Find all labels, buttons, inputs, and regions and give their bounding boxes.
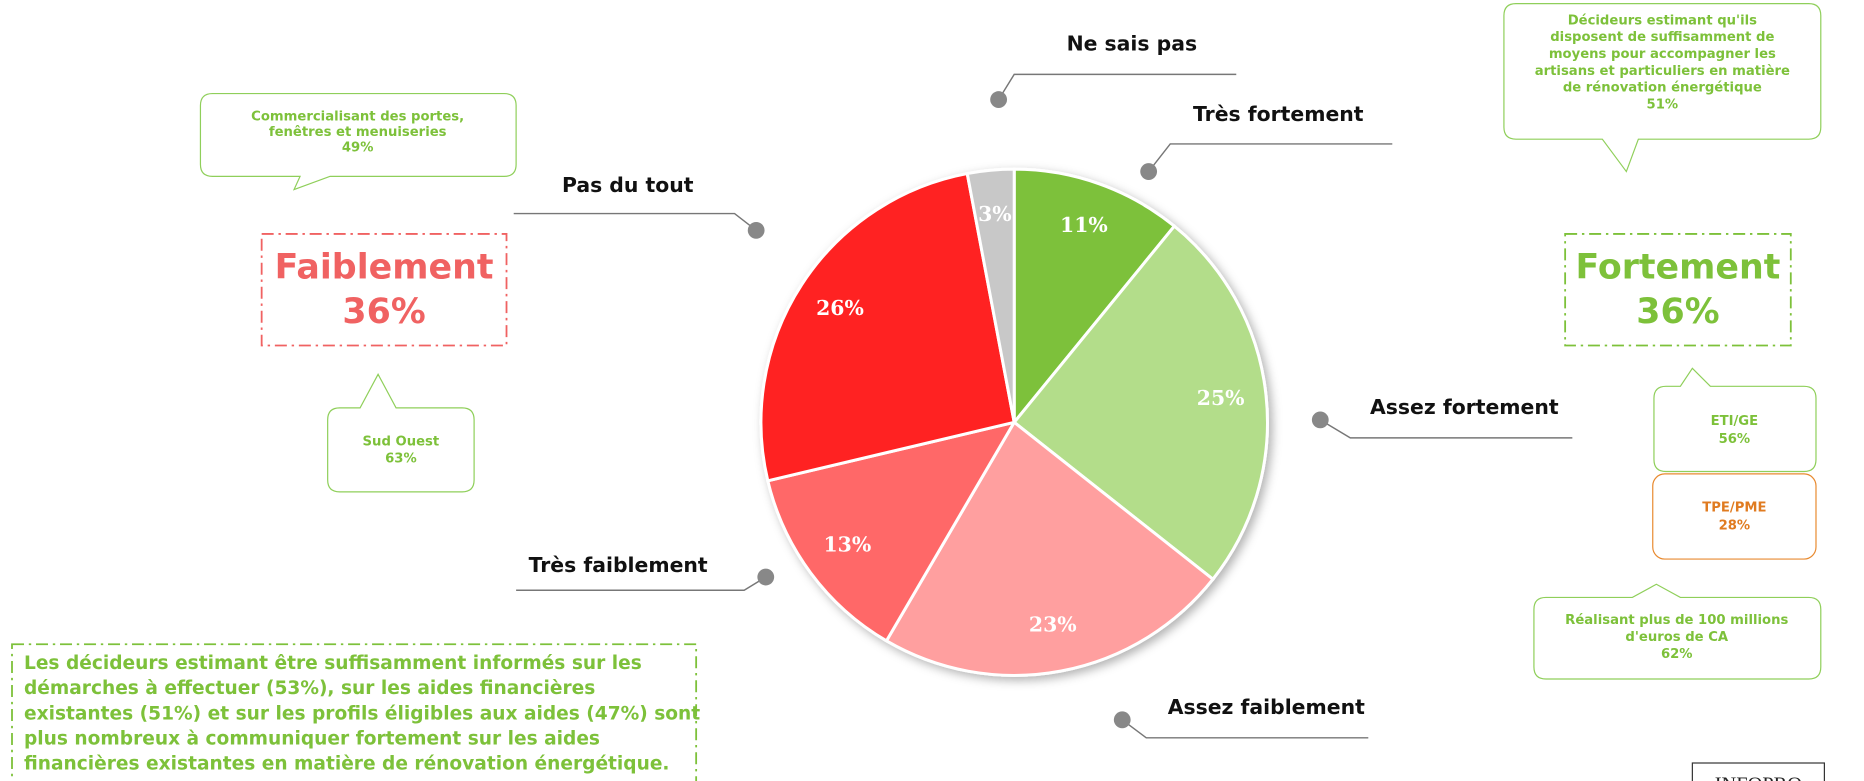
value-label: 13% <box>823 532 871 556</box>
callout <box>327 373 475 493</box>
annotation-text: existantes (51%) et sur les profils élig… <box>24 703 700 724</box>
category-label: Ne sais pas <box>1067 31 1198 55</box>
value-label: 23% <box>1029 613 1077 637</box>
leader-dot <box>747 221 765 239</box>
annotation-text: Réalisant plus de 100 millions <box>1565 612 1788 628</box>
annotation-text: TPE/PME <box>1702 500 1766 515</box>
category-label: Assez faiblement <box>1168 695 1365 719</box>
annotation-text: fenêtres et menuiseries <box>269 124 447 140</box>
annotation-text: 49% <box>342 141 374 156</box>
category-label: Assez fortement <box>1370 395 1559 419</box>
leader-line <box>516 576 767 591</box>
annotation-text: plus nombreux à communiquer fortement su… <box>24 729 600 750</box>
leader-line <box>1319 419 1573 439</box>
annotation-text: Fortement <box>1576 248 1781 288</box>
value-label: 11% <box>1060 213 1108 237</box>
leader-dot <box>757 568 775 586</box>
annotation-text: démarches à effectuer (53%), sur les aid… <box>24 678 595 699</box>
dashed-box <box>1564 233 1792 347</box>
pie-slice <box>965 167 1016 423</box>
value-label: 26% <box>816 296 864 320</box>
pie-slice <box>884 420 1216 677</box>
annotation-text: Sud Ouest <box>363 434 440 449</box>
value-label: 25% <box>1197 386 1245 410</box>
dashed-box <box>260 233 508 347</box>
leader-dot <box>1113 711 1131 729</box>
leader-line <box>1148 143 1393 172</box>
pie <box>759 167 1269 677</box>
callout <box>1503 2 1822 173</box>
leader-dot <box>990 91 1008 108</box>
pie-slice <box>1012 167 1177 427</box>
value-label: 3% <box>978 202 1012 226</box>
annotation-text: 56% <box>1719 432 1751 447</box>
annotation-text: 63% <box>385 451 417 466</box>
category-label: Très fortement <box>1193 102 1364 126</box>
leader-line <box>1121 719 1369 739</box>
annotation-text: Commercialisant des portes, <box>251 109 464 124</box>
annotation-text: 51% <box>1647 97 1679 112</box>
annotation-text: financières existantes en matière de rén… <box>24 754 670 775</box>
dashed-box <box>11 643 698 781</box>
annotation-text: ETI/GE <box>1711 414 1759 429</box>
callout <box>1653 367 1817 473</box>
leader-dot <box>1311 411 1329 429</box>
logo: INFOPRO <box>1715 773 1802 781</box>
callout <box>1652 473 1817 560</box>
annotation-text: 62% <box>1661 647 1693 662</box>
annotation-text: Faiblement <box>275 248 494 288</box>
callout <box>199 92 517 191</box>
annotation-text: disposent de suffisamment de <box>1550 30 1774 45</box>
annotation-text: de rénovation énergétique <box>1563 80 1762 96</box>
annotation-text: artisans et particuliers en matière <box>1535 63 1790 79</box>
category-label: Pas du tout <box>562 173 694 197</box>
pie-slice <box>1012 224 1269 582</box>
callout <box>1533 583 1822 680</box>
leader-dot <box>1140 163 1158 180</box>
logo-box <box>1691 762 1825 781</box>
annotation-text: 36% <box>1636 292 1719 332</box>
annotation-text: d'euros de CA <box>1625 630 1728 645</box>
pie-slice <box>766 420 1018 643</box>
pie-slice <box>759 171 1016 483</box>
category-label: Très faiblement <box>529 553 708 577</box>
callout-shapes <box>11 2 1825 781</box>
annotation-text: 36% <box>342 292 425 332</box>
annotation-text: Les décideurs estimant être suffisamment… <box>24 653 642 674</box>
annotation-text: moyens pour accompagner les <box>1549 47 1776 62</box>
annotation-text: 28% <box>1719 518 1751 533</box>
leader-line <box>513 212 757 231</box>
leader-line <box>998 73 1237 100</box>
annotation-text: Décideurs estimant qu'ils <box>1568 12 1757 28</box>
